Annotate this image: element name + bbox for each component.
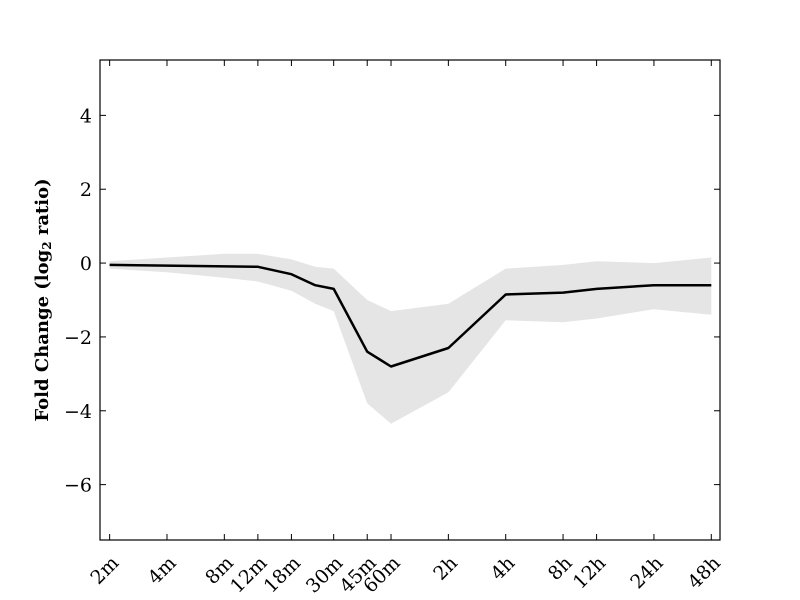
y-axis-label-prefix: Fold Change (log bbox=[32, 249, 53, 421]
series-line-0 bbox=[109, 263, 712, 368]
plot-frame bbox=[99, 59, 721, 541]
confidence-band bbox=[109, 253, 712, 424]
y-tick-label: 0 bbox=[80, 253, 92, 275]
y-axis-label-suffix: ratio) bbox=[32, 178, 53, 241]
y-tick-label: 2 bbox=[80, 179, 92, 201]
y-axis: 4 2 0 −2 −4 −6 bbox=[64, 105, 720, 497]
y-tick-label: −2 bbox=[64, 327, 92, 349]
y-tick-label: −6 bbox=[64, 475, 92, 497]
y-axis-label-subscript: 2 bbox=[40, 241, 54, 249]
y-axis-label: Fold Change (log2 ratio) bbox=[32, 178, 54, 421]
y-tick-label: 4 bbox=[80, 105, 92, 127]
confidence-band-layer bbox=[109, 253, 712, 424]
y-tick-label: −4 bbox=[64, 401, 92, 423]
series-line-layer bbox=[109, 263, 712, 368]
